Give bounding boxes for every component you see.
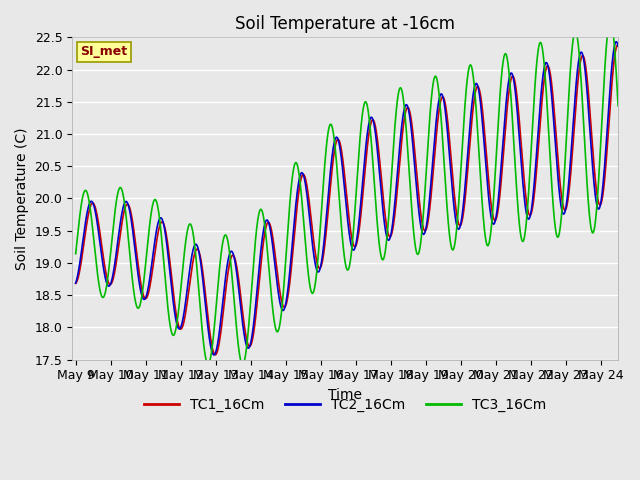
- TC1_16Cm: [280, 304, 287, 310]
- TC2_16Cm: [614, 43, 622, 49]
- TC2_16Cm: [604, 120, 611, 126]
- TC2_16Cm: [612, 39, 620, 45]
- TC2_16Cm: [280, 307, 287, 313]
- TC3_16Cm: [72, 251, 79, 257]
- TC3_16Cm: [545, 138, 553, 144]
- TC3_16Cm: [607, 17, 614, 23]
- Line: TC2_16Cm: TC2_16Cm: [76, 42, 618, 355]
- TC1_16Cm: [303, 185, 311, 191]
- TC3_16Cm: [134, 305, 141, 311]
- TC2_16Cm: [134, 267, 141, 273]
- TC1_16Cm: [614, 42, 621, 48]
- TC3_16Cm: [280, 283, 287, 289]
- Y-axis label: Soil Temperature (C): Soil Temperature (C): [15, 127, 29, 270]
- Line: TC3_16Cm: TC3_16Cm: [76, 20, 618, 364]
- TC2_16Cm: [545, 70, 553, 76]
- TC1_16Cm: [211, 352, 219, 358]
- TC2_16Cm: [210, 352, 218, 358]
- Legend: TC1_16Cm, TC2_16Cm, TC3_16Cm: TC1_16Cm, TC2_16Cm, TC3_16Cm: [138, 392, 552, 417]
- TC2_16Cm: [72, 280, 79, 286]
- TC3_16Cm: [239, 361, 246, 367]
- TC3_16Cm: [303, 262, 311, 268]
- TC3_16Cm: [166, 320, 173, 325]
- Title: Soil Temperature at -16cm: Soil Temperature at -16cm: [235, 15, 455, 33]
- Text: SI_met: SI_met: [81, 46, 127, 59]
- TC1_16Cm: [604, 140, 611, 145]
- TC1_16Cm: [614, 43, 622, 48]
- TC1_16Cm: [72, 280, 79, 286]
- TC2_16Cm: [166, 267, 173, 273]
- TC3_16Cm: [614, 103, 622, 108]
- TC3_16Cm: [604, 30, 611, 36]
- TC1_16Cm: [545, 66, 553, 72]
- TC2_16Cm: [303, 195, 311, 201]
- X-axis label: Time: Time: [328, 388, 362, 402]
- TC1_16Cm: [166, 257, 173, 263]
- TC1_16Cm: [134, 257, 141, 263]
- Line: TC1_16Cm: TC1_16Cm: [76, 45, 618, 355]
